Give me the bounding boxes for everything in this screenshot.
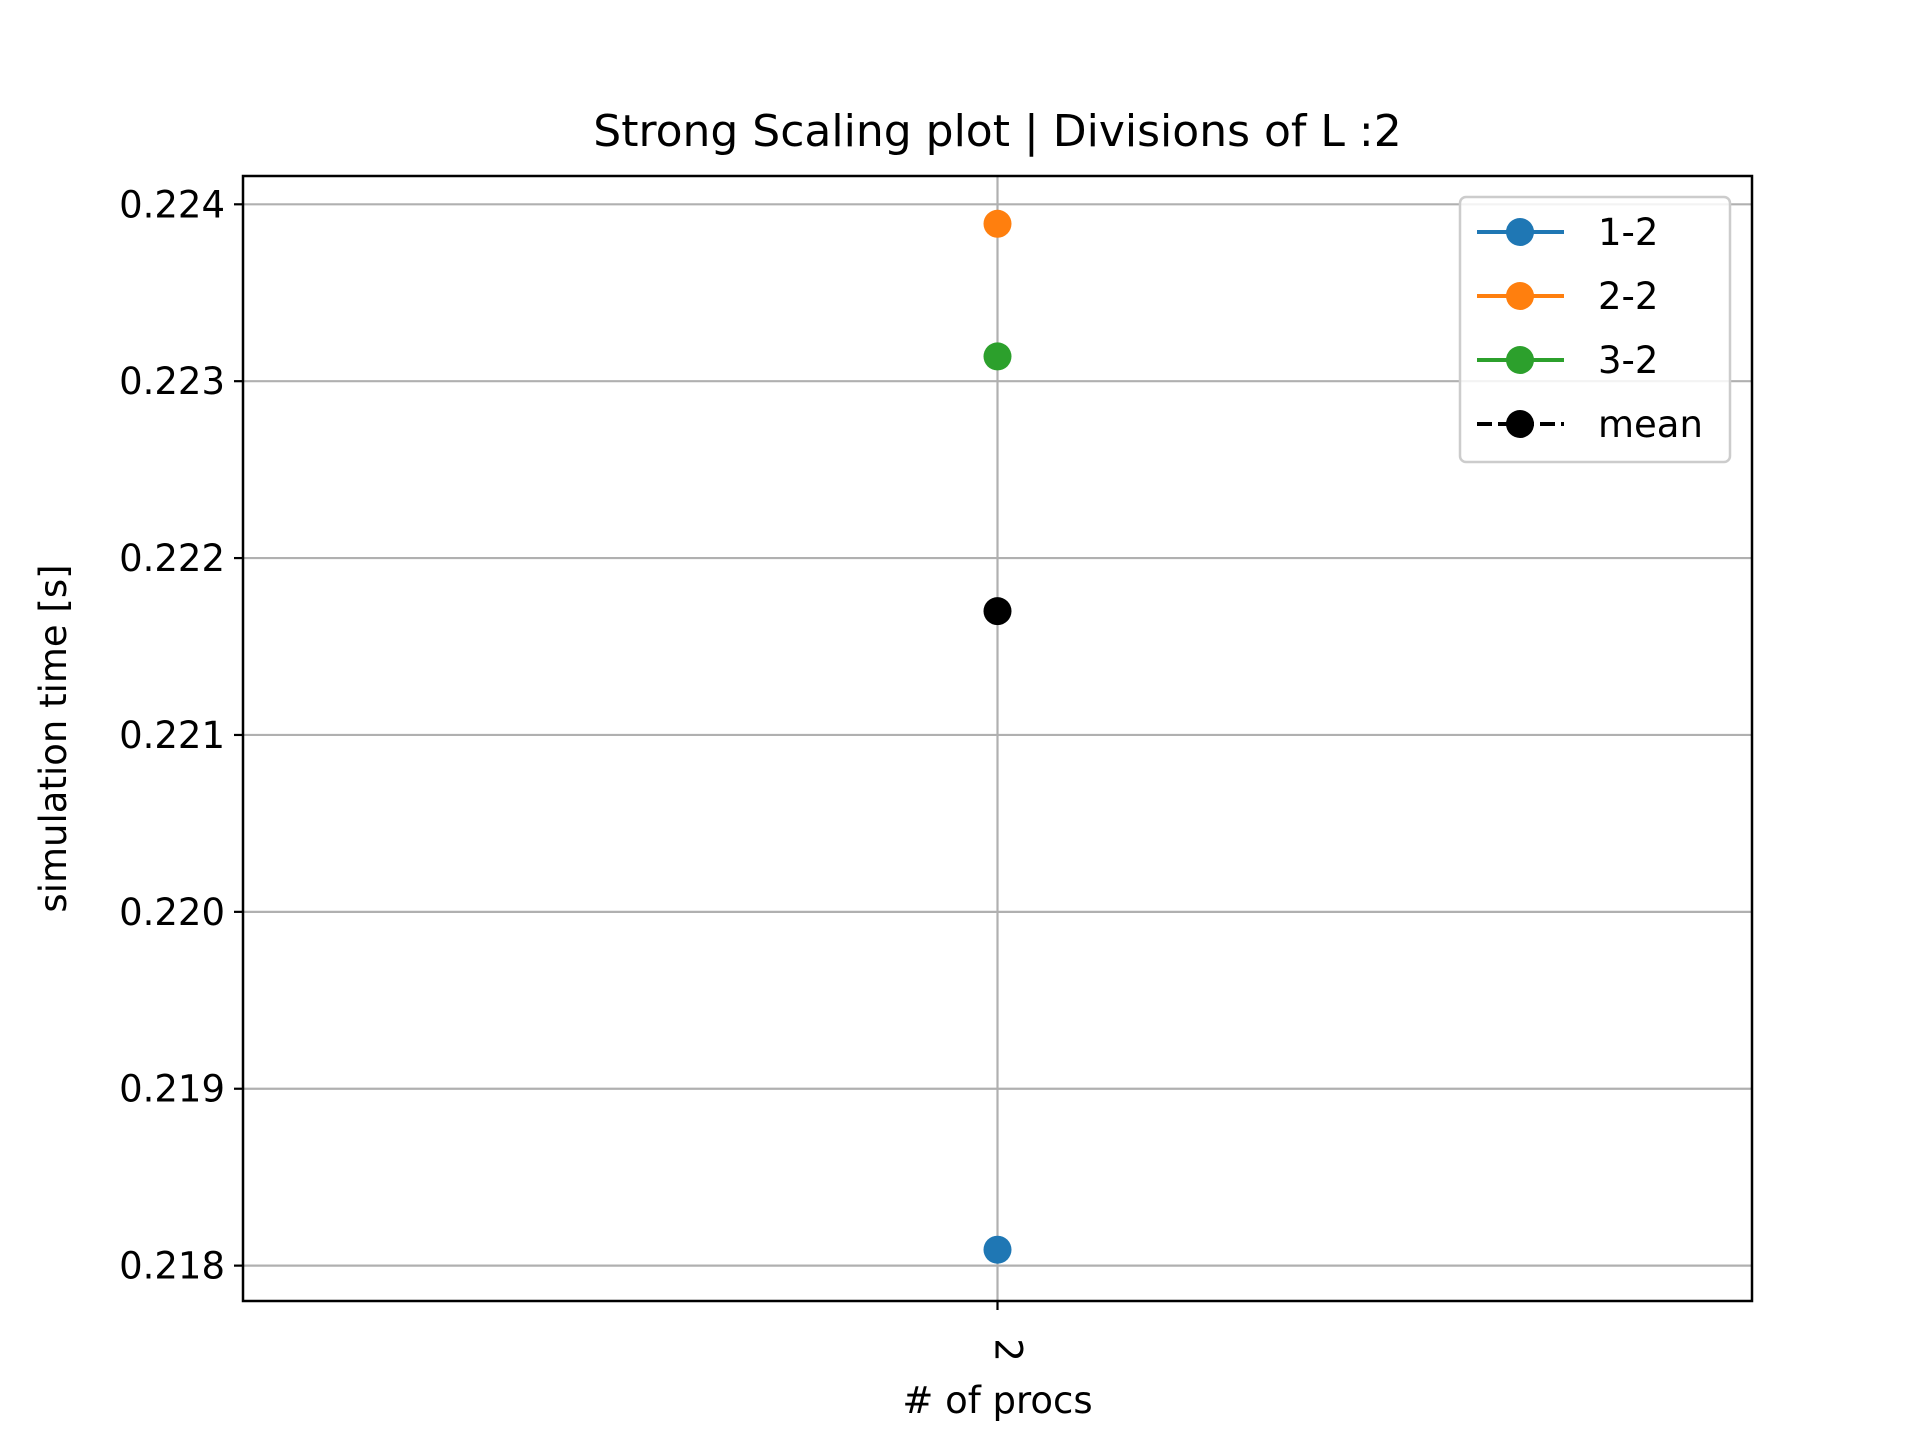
y-tick-label: 0.223: [119, 360, 225, 403]
legend-label-3-2: 3-2: [1598, 339, 1658, 382]
y-tick-label: 0.224: [119, 183, 225, 226]
legend-marker-3-2: [1506, 346, 1534, 374]
x-tick-label: 2: [987, 1338, 1030, 1362]
data-point-3-2: [984, 342, 1012, 370]
legend-marker-1-2: [1506, 218, 1534, 246]
legend: 1-2 2-2 3-2 mean: [1460, 197, 1730, 462]
data-point-2-2: [984, 210, 1012, 238]
y-axis-label: simulation time [s]: [32, 564, 75, 912]
legend-label-1-2: 1-2: [1598, 211, 1658, 254]
y-tick-label: 0.220: [119, 891, 225, 934]
data-point-mean: [984, 597, 1012, 625]
legend-label-2-2: 2-2: [1598, 275, 1658, 318]
y-tick-label: 0.218: [119, 1245, 225, 1288]
data-point-1-2: [984, 1236, 1012, 1264]
x-axis-label: # of procs: [902, 1379, 1092, 1422]
legend-marker-2-2: [1506, 282, 1534, 310]
y-tick-label: 0.219: [119, 1068, 225, 1111]
legend-label-mean: mean: [1598, 403, 1703, 446]
y-tick-label: 0.222: [119, 537, 225, 580]
legend-marker-mean: [1506, 410, 1534, 438]
y-tick-label: 0.221: [119, 714, 225, 757]
chart-title: Strong Scaling plot | Divisions of L :2: [593, 106, 1401, 157]
